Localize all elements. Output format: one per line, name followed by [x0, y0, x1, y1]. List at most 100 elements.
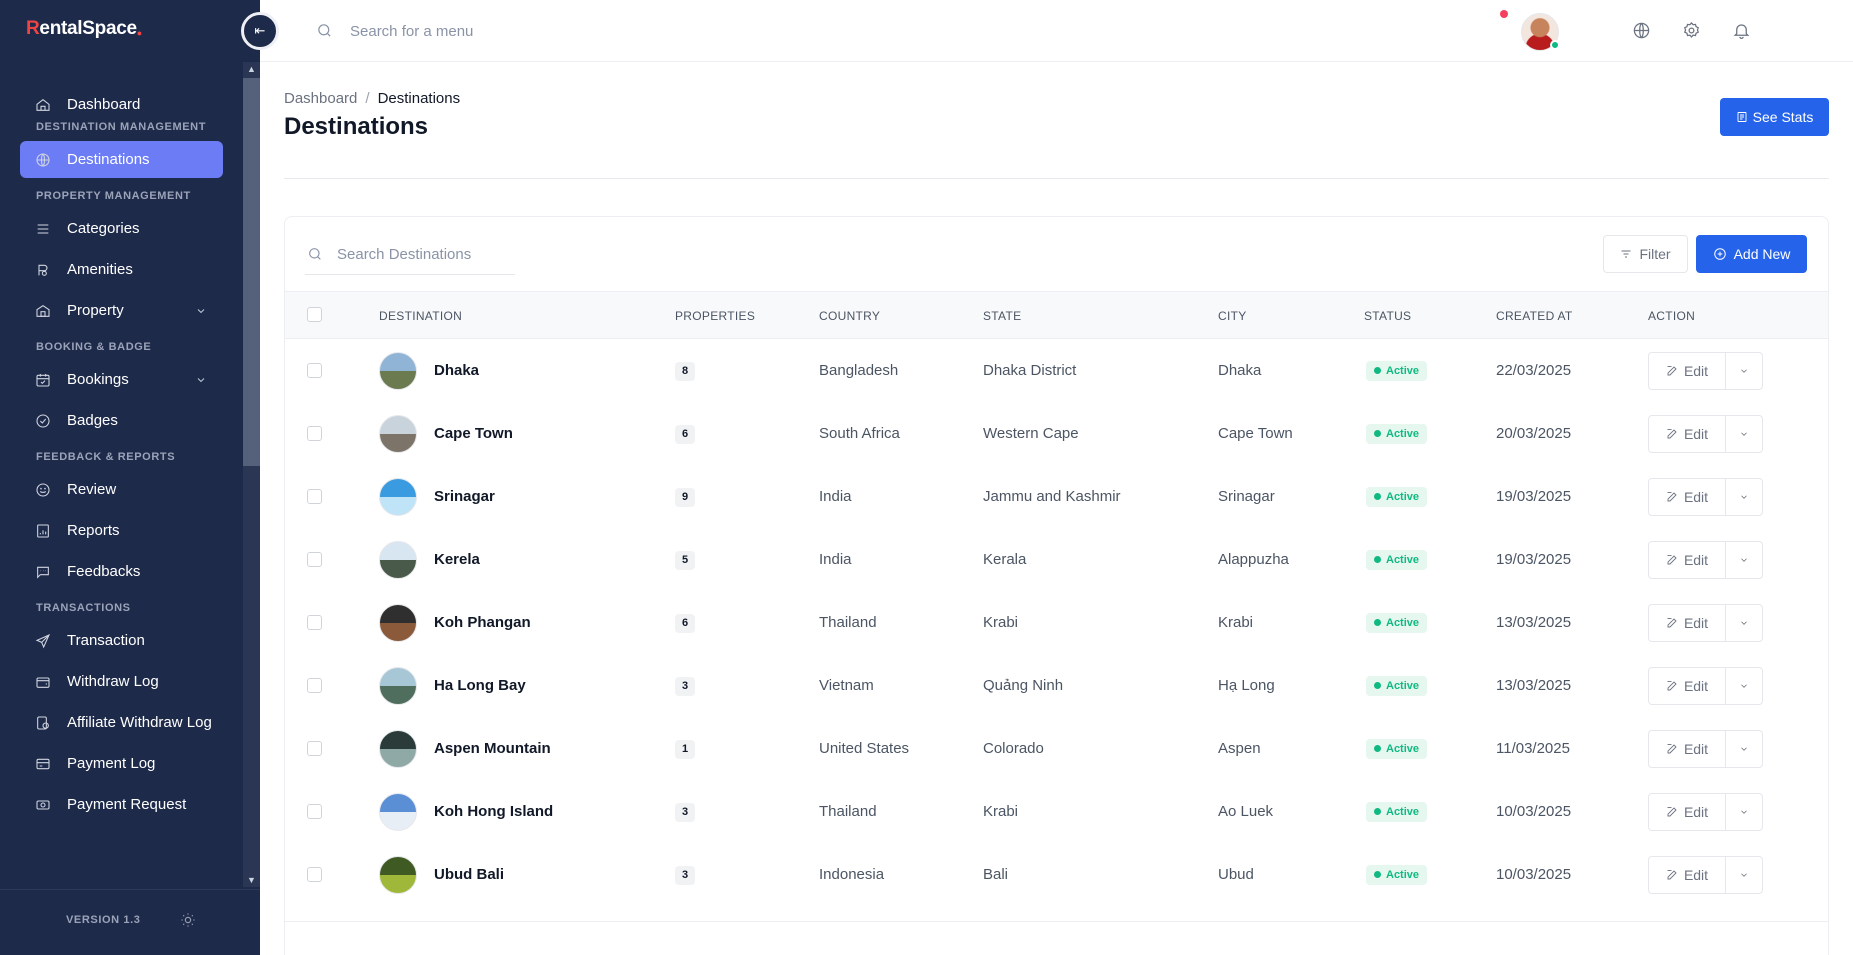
bell-icon[interactable] — [1732, 21, 1751, 40]
table-row[interactable]: Koh Phangan 6 Thailand Krabi Krabi Active 13/0… — [285, 592, 1828, 655]
row-actions-dropdown[interactable] — [1726, 667, 1763, 705]
table-row[interactable]: Aspen Mountain 1 United States Colorado Aspe… — [285, 718, 1828, 781]
row-actions-dropdown[interactable] — [1726, 856, 1763, 894]
edit-button[interactable]: Edit — [1648, 730, 1726, 768]
destination-name[interactable]: Dhaka — [434, 362, 480, 379]
sidebar-item-reports[interactable]: Reports — [20, 512, 223, 549]
edit-button[interactable]: Edit — [1648, 541, 1726, 579]
sidebar-item-label: Destinations — [67, 151, 150, 168]
edit-label: Edit — [1683, 615, 1709, 631]
breadcrumb-separator: / — [365, 90, 370, 107]
edit-button[interactable]: Edit — [1648, 415, 1726, 453]
select-all-checkbox[interactable] — [307, 307, 322, 322]
table-row[interactable]: Koh Hong Island 3 Thailand Krabi Ao Luek Acti… — [285, 781, 1828, 844]
nav-section-label: Booking & Badge — [36, 341, 152, 353]
search-underline — [305, 274, 515, 275]
edit-button[interactable]: Edit — [1648, 352, 1726, 390]
table-row[interactable]: Kerela 5 India Kerala Alappuzha Active 19/03/2… — [285, 529, 1828, 592]
edit-button[interactable]: Edit — [1648, 478, 1726, 516]
row-checkbox[interactable] — [307, 552, 322, 567]
table-row[interactable]: Srinagar 9 India Jammu and Kashmir Srinagar A… — [285, 466, 1828, 529]
globe-icon[interactable] — [1632, 21, 1651, 40]
chevron-down-icon[interactable] — [195, 304, 207, 316]
sidebar-item-destinations[interactable]: Destinations — [20, 141, 223, 178]
row-checkbox[interactable] — [307, 804, 322, 819]
sidebar-item-dashboard[interactable]: Dashboard — [20, 86, 223, 123]
sidebar-item-badges[interactable]: Badges — [20, 402, 223, 439]
collapse-sidebar-button[interactable]: ⇤ — [241, 12, 279, 50]
column-created-at[interactable]: Created At — [1496, 309, 1573, 323]
sidebar-item-feedbacks[interactable]: Feedbacks — [20, 553, 223, 590]
row-actions-dropdown[interactable] — [1726, 415, 1763, 453]
destination-name[interactable]: Koh Hong Island — [434, 803, 554, 820]
destination-name[interactable]: Cape Town — [434, 425, 513, 442]
destination-search-input[interactable] — [337, 242, 537, 266]
column-country[interactable]: Country — [819, 309, 881, 323]
scrollbar-thumb[interactable] — [243, 78, 260, 466]
scroll-down-icon[interactable]: ▼ — [247, 875, 256, 885]
chevron-down-icon — [1741, 684, 1747, 688]
column-city[interactable]: City — [1218, 309, 1247, 323]
edit-button[interactable]: Edit — [1648, 667, 1726, 705]
sidebar-item-categories[interactable]: Categories — [20, 210, 223, 247]
table-row[interactable]: Dhaka 8 Bangladesh Dhaka District Dhaka Activ… — [285, 340, 1828, 403]
column-state[interactable]: State — [983, 309, 1022, 323]
table-row[interactable]: Ha Long Bay 3 Vietnam Quảng Ninh Hạ Long Acti… — [285, 655, 1828, 718]
sidebar-item-withdraw-log[interactable]: Withdraw Log — [20, 663, 223, 700]
destination-name[interactable]: Aspen Mountain — [434, 740, 551, 757]
city-cell: Krabi — [1218, 614, 1254, 631]
sidebar-item-payment-log[interactable]: Payment Log — [20, 745, 223, 782]
sun-icon[interactable] — [180, 912, 196, 928]
add-new-button[interactable]: Add New — [1696, 235, 1807, 273]
row-actions-dropdown[interactable] — [1726, 730, 1763, 768]
edit-button[interactable]: Edit — [1648, 856, 1726, 894]
row-actions-dropdown[interactable] — [1726, 541, 1763, 579]
edit-button[interactable]: Edit — [1648, 793, 1726, 831]
menu-search-input[interactable] — [350, 18, 650, 44]
status-badge: Active — [1366, 424, 1428, 444]
destination-name[interactable]: Ubud Bali — [434, 866, 504, 883]
column-properties[interactable]: Properties — [675, 309, 756, 323]
chevron-down-icon[interactable] — [195, 373, 207, 385]
row-checkbox[interactable] — [307, 363, 322, 378]
sidebar-item-review[interactable]: Review — [20, 471, 223, 508]
app-logo[interactable]: RentalSpace● — [26, 18, 142, 44]
destination-name[interactable]: Srinagar — [434, 488, 495, 505]
row-checkbox[interactable] — [307, 867, 322, 882]
sidebar-item-property[interactable]: Property — [20, 292, 223, 329]
row-checkbox[interactable] — [307, 489, 322, 504]
edit-button[interactable]: Edit — [1648, 604, 1726, 642]
column-status[interactable]: Status — [1364, 309, 1412, 323]
search-icon — [307, 246, 323, 262]
sidebar-item-affiliate-withdraw-log[interactable]: Affiliate Withdraw Log — [20, 704, 223, 741]
row-actions-dropdown[interactable] — [1726, 793, 1763, 831]
city-cell: Ao Luek — [1218, 803, 1274, 820]
destination-name[interactable]: Kerela — [434, 551, 480, 568]
edit-label: Edit — [1683, 426, 1709, 442]
destination-name[interactable]: Koh Phangan — [434, 614, 531, 631]
chevron-down-icon — [1741, 558, 1747, 562]
row-checkbox[interactable] — [307, 741, 322, 756]
sidebar-item-transaction[interactable]: Transaction — [20, 622, 223, 659]
gear-icon[interactable] — [1682, 21, 1701, 40]
chevron-down-icon — [1741, 621, 1747, 625]
scroll-up-icon[interactable]: ▲ — [247, 64, 256, 74]
row-actions-dropdown[interactable] — [1726, 352, 1763, 390]
sidebar-item-bookings[interactable]: Bookings — [20, 361, 223, 398]
sidebar-scrollbar[interactable]: ▲ ▼ — [243, 62, 260, 887]
destination-thumbnail — [379, 541, 417, 579]
table-row[interactable]: Cape Town 6 South Africa Western Cape Cape T… — [285, 403, 1828, 466]
row-actions-dropdown[interactable] — [1726, 604, 1763, 642]
sidebar-item-amenities[interactable]: Amenities — [20, 251, 223, 288]
row-checkbox[interactable] — [307, 678, 322, 693]
filter-button[interactable]: Filter — [1603, 235, 1688, 273]
row-checkbox[interactable] — [307, 426, 322, 441]
sidebar-item-payment-request[interactable]: Payment Request — [20, 786, 223, 823]
table-row[interactable]: Ubud Bali 3 Indonesia Bali Ubud Active 10/03/2… — [285, 844, 1828, 907]
row-actions-dropdown[interactable] — [1726, 478, 1763, 516]
breadcrumb-dashboard[interactable]: Dashboard — [284, 90, 358, 107]
see-stats-button[interactable]: See Stats — [1720, 98, 1829, 136]
destination-name[interactable]: Ha Long Bay — [434, 677, 526, 694]
column-destination[interactable]: Destination — [379, 309, 463, 323]
row-checkbox[interactable] — [307, 615, 322, 630]
